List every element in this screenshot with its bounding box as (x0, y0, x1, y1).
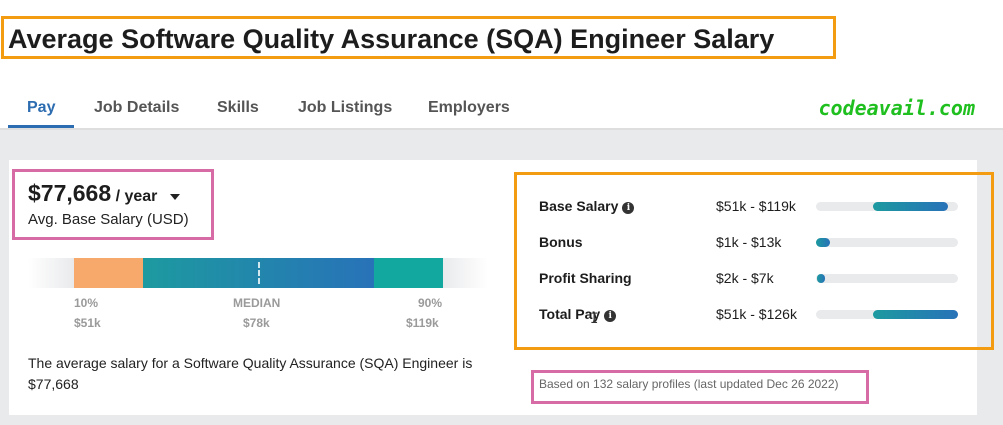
bonus-bar (816, 238, 958, 247)
bonus-range: $1k - $13k (716, 234, 782, 250)
median-label: MEDIAN (233, 296, 281, 310)
base-salary-bar (816, 202, 958, 211)
title-highlight-box (1, 16, 836, 59)
range-segment-high (374, 258, 443, 288)
tab-bar: Pay Job Details Skills Job Listings Empl… (0, 86, 1003, 130)
median-value: $78k (243, 316, 270, 330)
total-pay-range: $51k - $126k (716, 306, 797, 322)
p90-value: $119k (406, 316, 439, 330)
tab-pay[interactable]: Pay (27, 99, 56, 116)
salary-value: $77,668 (28, 180, 112, 206)
salary-amount: $77,668 / year (28, 180, 180, 207)
profit-sharing-bar-fill (817, 274, 825, 283)
watermark-text: codeavail.com (818, 96, 975, 120)
profit-sharing-range: $2k - $7k (716, 270, 774, 286)
bonus-bar-fill (816, 238, 831, 247)
chevron-down-icon[interactable] (169, 193, 180, 200)
tab-employers[interactable]: Employers (428, 99, 510, 116)
tab-job-details[interactable]: Job Details (94, 99, 180, 116)
salary-profiles-footnote: Based on 132 salary profiles (last updat… (539, 377, 839, 391)
median-marker (258, 262, 260, 284)
bonus-row-label: Bonus (539, 234, 583, 250)
text-cursor-icon: I (590, 311, 599, 327)
info-circle-icon[interactable]: i (622, 202, 635, 214)
p90-label: 90% (418, 296, 443, 310)
base-salary-row-label: Base Salary i (539, 198, 635, 214)
salary-label: Avg. Base Salary (USD) (28, 211, 189, 228)
tab-job-listings[interactable]: Job Listings (298, 99, 393, 116)
page-title: Average Software Quality Assurance (SQA)… (8, 24, 775, 54)
base-salary-label: Base Salary (539, 198, 619, 214)
pay-period-dropdown[interactable]: / year (115, 188, 158, 205)
profit-sharing-label: Profit Sharing (539, 270, 632, 286)
total-pay-row-label: Total Pay i (539, 306, 617, 322)
total-pay-bar (816, 310, 958, 319)
bonus-label: Bonus (539, 234, 583, 250)
info-circle-icon[interactable]: i (604, 310, 617, 322)
tab-skills[interactable]: Skills (217, 99, 259, 116)
pay-breakdown-highlight-box (514, 172, 994, 350)
profit-sharing-row-label: Profit Sharing (539, 270, 632, 286)
base-salary-bar-fill (872, 202, 949, 211)
salary-highlight-box (12, 169, 214, 240)
p10-label: 10% (74, 296, 99, 310)
profit-sharing-bar (816, 274, 958, 283)
salary-description: The average salary for a Software Qualit… (28, 355, 473, 392)
footnote-highlight-box (531, 370, 869, 404)
base-salary-range: $51k - $119k (716, 198, 796, 214)
total-pay-bar-fill (872, 310, 958, 319)
active-tab-indicator (8, 125, 74, 128)
range-segment-low (74, 258, 143, 288)
total-pay-label: Total Pay (539, 306, 601, 322)
p10-value: $51k (74, 316, 101, 330)
